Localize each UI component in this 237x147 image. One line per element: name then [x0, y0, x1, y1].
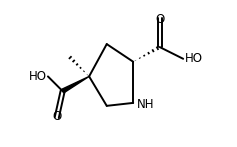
Polygon shape	[62, 76, 89, 93]
Text: HO: HO	[185, 52, 203, 65]
Text: NH: NH	[137, 98, 154, 111]
Text: HO: HO	[28, 70, 46, 83]
Text: O: O	[52, 111, 61, 123]
Text: O: O	[155, 13, 164, 26]
